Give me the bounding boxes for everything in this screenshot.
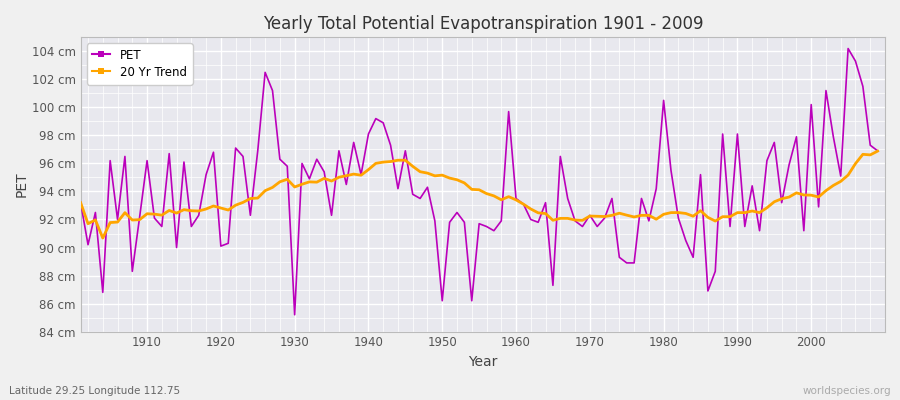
Text: Latitude 29.25 Longitude 112.75: Latitude 29.25 Longitude 112.75 xyxy=(9,386,180,396)
Y-axis label: PET: PET xyxy=(15,172,29,197)
Legend: PET, 20 Yr Trend: PET, 20 Yr Trend xyxy=(86,43,193,84)
Text: worldspecies.org: worldspecies.org xyxy=(803,386,891,396)
X-axis label: Year: Year xyxy=(468,355,498,369)
Title: Yearly Total Potential Evapotranspiration 1901 - 2009: Yearly Total Potential Evapotranspiratio… xyxy=(263,15,703,33)
